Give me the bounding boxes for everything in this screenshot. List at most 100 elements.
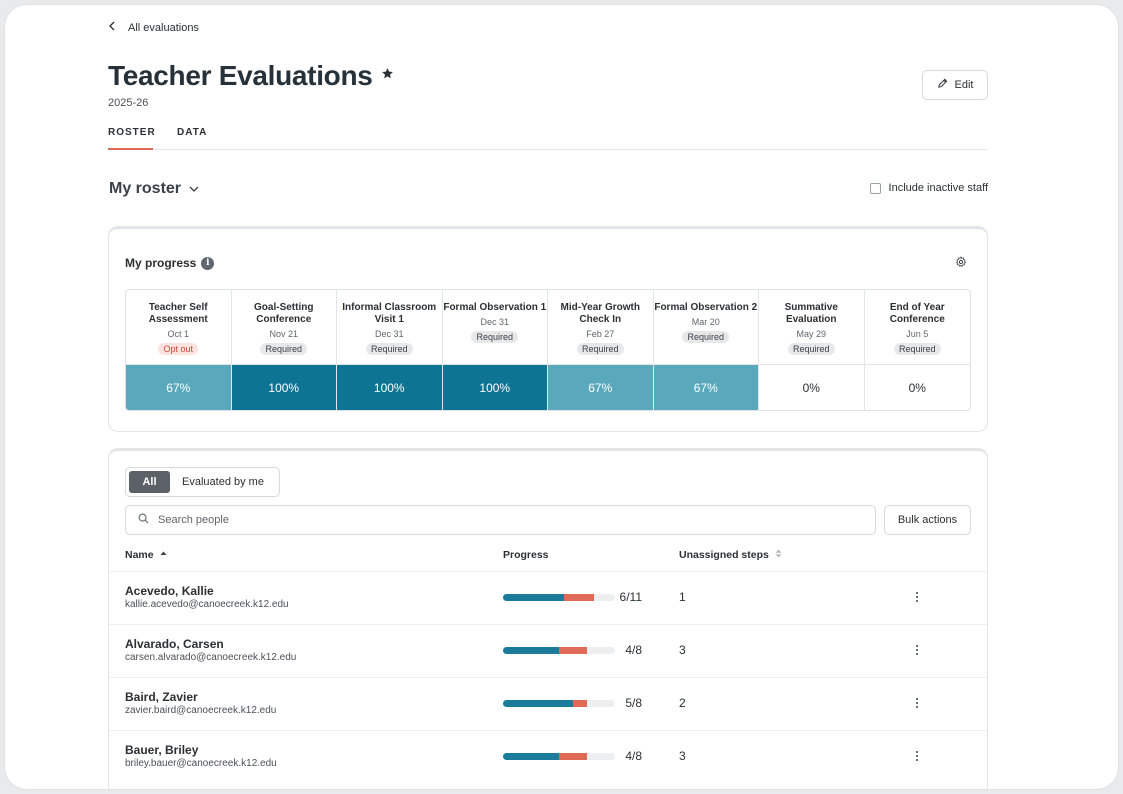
step-header: End of Year Conference Jun 5 Required — [864, 290, 970, 365]
person-name[interactable]: Bauer, Briley — [125, 743, 199, 757]
progress-bar — [503, 594, 615, 601]
search-box[interactable] — [125, 505, 876, 535]
filter-all[interactable]: All — [129, 471, 170, 493]
unassigned-count: 3 — [679, 749, 686, 763]
progress-step[interactable]: End of Year Conference Jun 5 Required 0% — [864, 290, 970, 410]
unassigned-count: 3 — [679, 643, 686, 657]
step-header: Formal Observation 2 Mar 20 Required — [653, 290, 758, 365]
progress-bar-complete — [503, 753, 559, 760]
step-badge: Opt out — [158, 343, 199, 355]
back-link[interactable]: All evaluations — [108, 21, 199, 34]
progress-bar-complete — [503, 594, 565, 601]
chevron-down-icon — [189, 180, 199, 198]
table-row[interactable]: Alvarado, Carsen carsen.alvarado@canoecr… — [109, 624, 987, 677]
step-date: Feb 27 — [586, 329, 615, 339]
edit-button-label: Edit — [954, 79, 974, 91]
include-inactive-toggle[interactable]: Include inactive staff — [869, 182, 988, 194]
person-name[interactable]: Baird, Zavier — [125, 690, 198, 704]
progress-step[interactable]: Formal Observation 2 Mar 20 Required 67% — [653, 290, 759, 410]
progress-bar — [503, 753, 615, 760]
step-badge: Required — [787, 343, 835, 355]
progress-bar — [503, 647, 615, 654]
progress-step[interactable]: Goal-Setting Conference Nov 21 Required … — [231, 290, 337, 410]
filter-evaluated-by-me[interactable]: Evaluated by me — [182, 476, 264, 488]
step-date: Oct 1 — [167, 329, 189, 339]
step-name: Formal Observation 1 — [443, 302, 547, 313]
edit-button[interactable]: Edit — [922, 70, 988, 100]
evaluator-filter: All Evaluated by me — [125, 467, 280, 497]
sort-icon — [775, 549, 782, 561]
step-date: Nov 21 — [269, 329, 299, 339]
progress-fraction: 4/8 — [625, 749, 642, 763]
step-percent: 67% — [548, 365, 653, 410]
sort-ascending-icon — [160, 549, 167, 561]
tab-bar: ROSTER DATA — [108, 127, 988, 150]
progress-bar-complete — [503, 647, 559, 654]
step-badge: Required — [260, 343, 308, 355]
column-header-name-label: Name — [125, 549, 154, 561]
step-percent: 100% — [337, 365, 442, 410]
step-percent: 100% — [231, 365, 336, 410]
person-email: carsen.alvarado@canoecreek.k12.edu — [125, 652, 297, 663]
step-name: Goal-Setting Conference — [254, 302, 314, 325]
search-input[interactable] — [158, 514, 838, 526]
title-row: Teacher Evaluations — [108, 60, 394, 92]
more-options-icon[interactable] — [913, 642, 921, 658]
step-header: Formal Observation 1 Dec 31 Required — [442, 290, 547, 365]
person-name[interactable]: Acevedo, Kallie — [125, 584, 214, 598]
column-header-name[interactable]: Name — [125, 549, 167, 561]
step-name: Teacher Self Assessment — [148, 302, 208, 325]
progress-bar — [503, 700, 615, 707]
progress-steps-table: Teacher Self Assessment Oct 1 Opt out 67… — [125, 289, 971, 411]
column-header-unassigned[interactable]: Unassigned steps — [679, 549, 782, 561]
tab-roster[interactable]: ROSTER — [108, 127, 155, 150]
more-options-icon[interactable] — [913, 589, 921, 605]
step-badge: Required — [576, 343, 624, 355]
more-options-icon[interactable] — [913, 695, 921, 711]
step-name: Mid-Year Growth Check In — [560, 302, 640, 325]
step-date: Dec 31 — [374, 329, 404, 339]
table-row[interactable]: Baird, Zavier zavier.baird@canoecreek.k1… — [109, 677, 987, 730]
bulk-actions-button[interactable]: Bulk actions — [884, 505, 971, 535]
include-inactive-label: Include inactive staff — [888, 182, 988, 194]
unassigned-count: 2 — [679, 696, 686, 710]
step-percent: 0% — [759, 365, 864, 410]
progress-step[interactable]: Teacher Self Assessment Oct 1 Opt out 67… — [126, 290, 232, 410]
main-content: All evaluations Teacher Evaluations 2025… — [108, 5, 988, 789]
progress-step[interactable]: Mid-Year Growth Check In Feb 27 Required… — [548, 290, 654, 410]
step-date: Mar 20 — [691, 317, 720, 327]
school-year: 2025-26 — [108, 97, 149, 109]
step-header: Teacher Self Assessment Oct 1 Opt out — [126, 290, 231, 365]
more-options-icon[interactable] — [913, 748, 921, 764]
unassigned-count: 1 — [679, 590, 686, 604]
progress-step[interactable]: Formal Observation 1 Dec 31 Required 100… — [442, 290, 548, 410]
progress-bar-extra — [564, 594, 595, 601]
gear-icon[interactable] — [955, 255, 967, 273]
pencil-icon — [937, 78, 948, 92]
person-name[interactable]: Alvarado, Carsen — [125, 637, 224, 651]
progress-fraction: 6/11 — [619, 590, 642, 604]
roster-card: All Evaluated by me Bulk actions Name Pr… — [108, 448, 988, 789]
step-name: End of Year Conference — [889, 302, 945, 325]
include-inactive-checkbox[interactable] — [869, 182, 881, 194]
my-progress-card: My progress i Teacher Self Assessment Oc… — [108, 226, 988, 432]
column-header-unassigned-label: Unassigned steps — [679, 549, 769, 561]
step-percent: 100% — [442, 365, 547, 410]
progress-bar-complete — [503, 700, 573, 707]
table-row[interactable]: Bauer, Briley briley.bauer@canoecreek.k1… — [109, 730, 987, 783]
my-progress-title: My progress i — [125, 256, 215, 270]
progress-bar-extra — [559, 753, 587, 760]
table-row[interactable]: Acevedo, Kallie kallie.acevedo@canoecree… — [109, 571, 987, 624]
person-email: kallie.acevedo@canoecreek.k12.edu — [125, 599, 289, 610]
star-icon[interactable] — [381, 67, 394, 85]
info-icon[interactable]: i — [201, 256, 215, 270]
step-header: Mid-Year Growth Check In Feb 27 Required — [548, 290, 653, 365]
tab-data[interactable]: DATA — [177, 127, 208, 138]
my-progress-label: My progress — [125, 256, 197, 270]
roster-dropdown[interactable]: My roster — [109, 180, 199, 198]
progress-step[interactable]: Summative Evaluation May 29 Required 0% — [759, 290, 865, 410]
chevron-left-icon — [108, 21, 116, 34]
progress-fraction: 4/8 — [625, 643, 642, 657]
step-header: Goal-Setting Conference Nov 21 Required — [231, 290, 336, 365]
progress-step[interactable]: Informal Classroom Visit 1 Dec 31 Requir… — [337, 290, 443, 410]
